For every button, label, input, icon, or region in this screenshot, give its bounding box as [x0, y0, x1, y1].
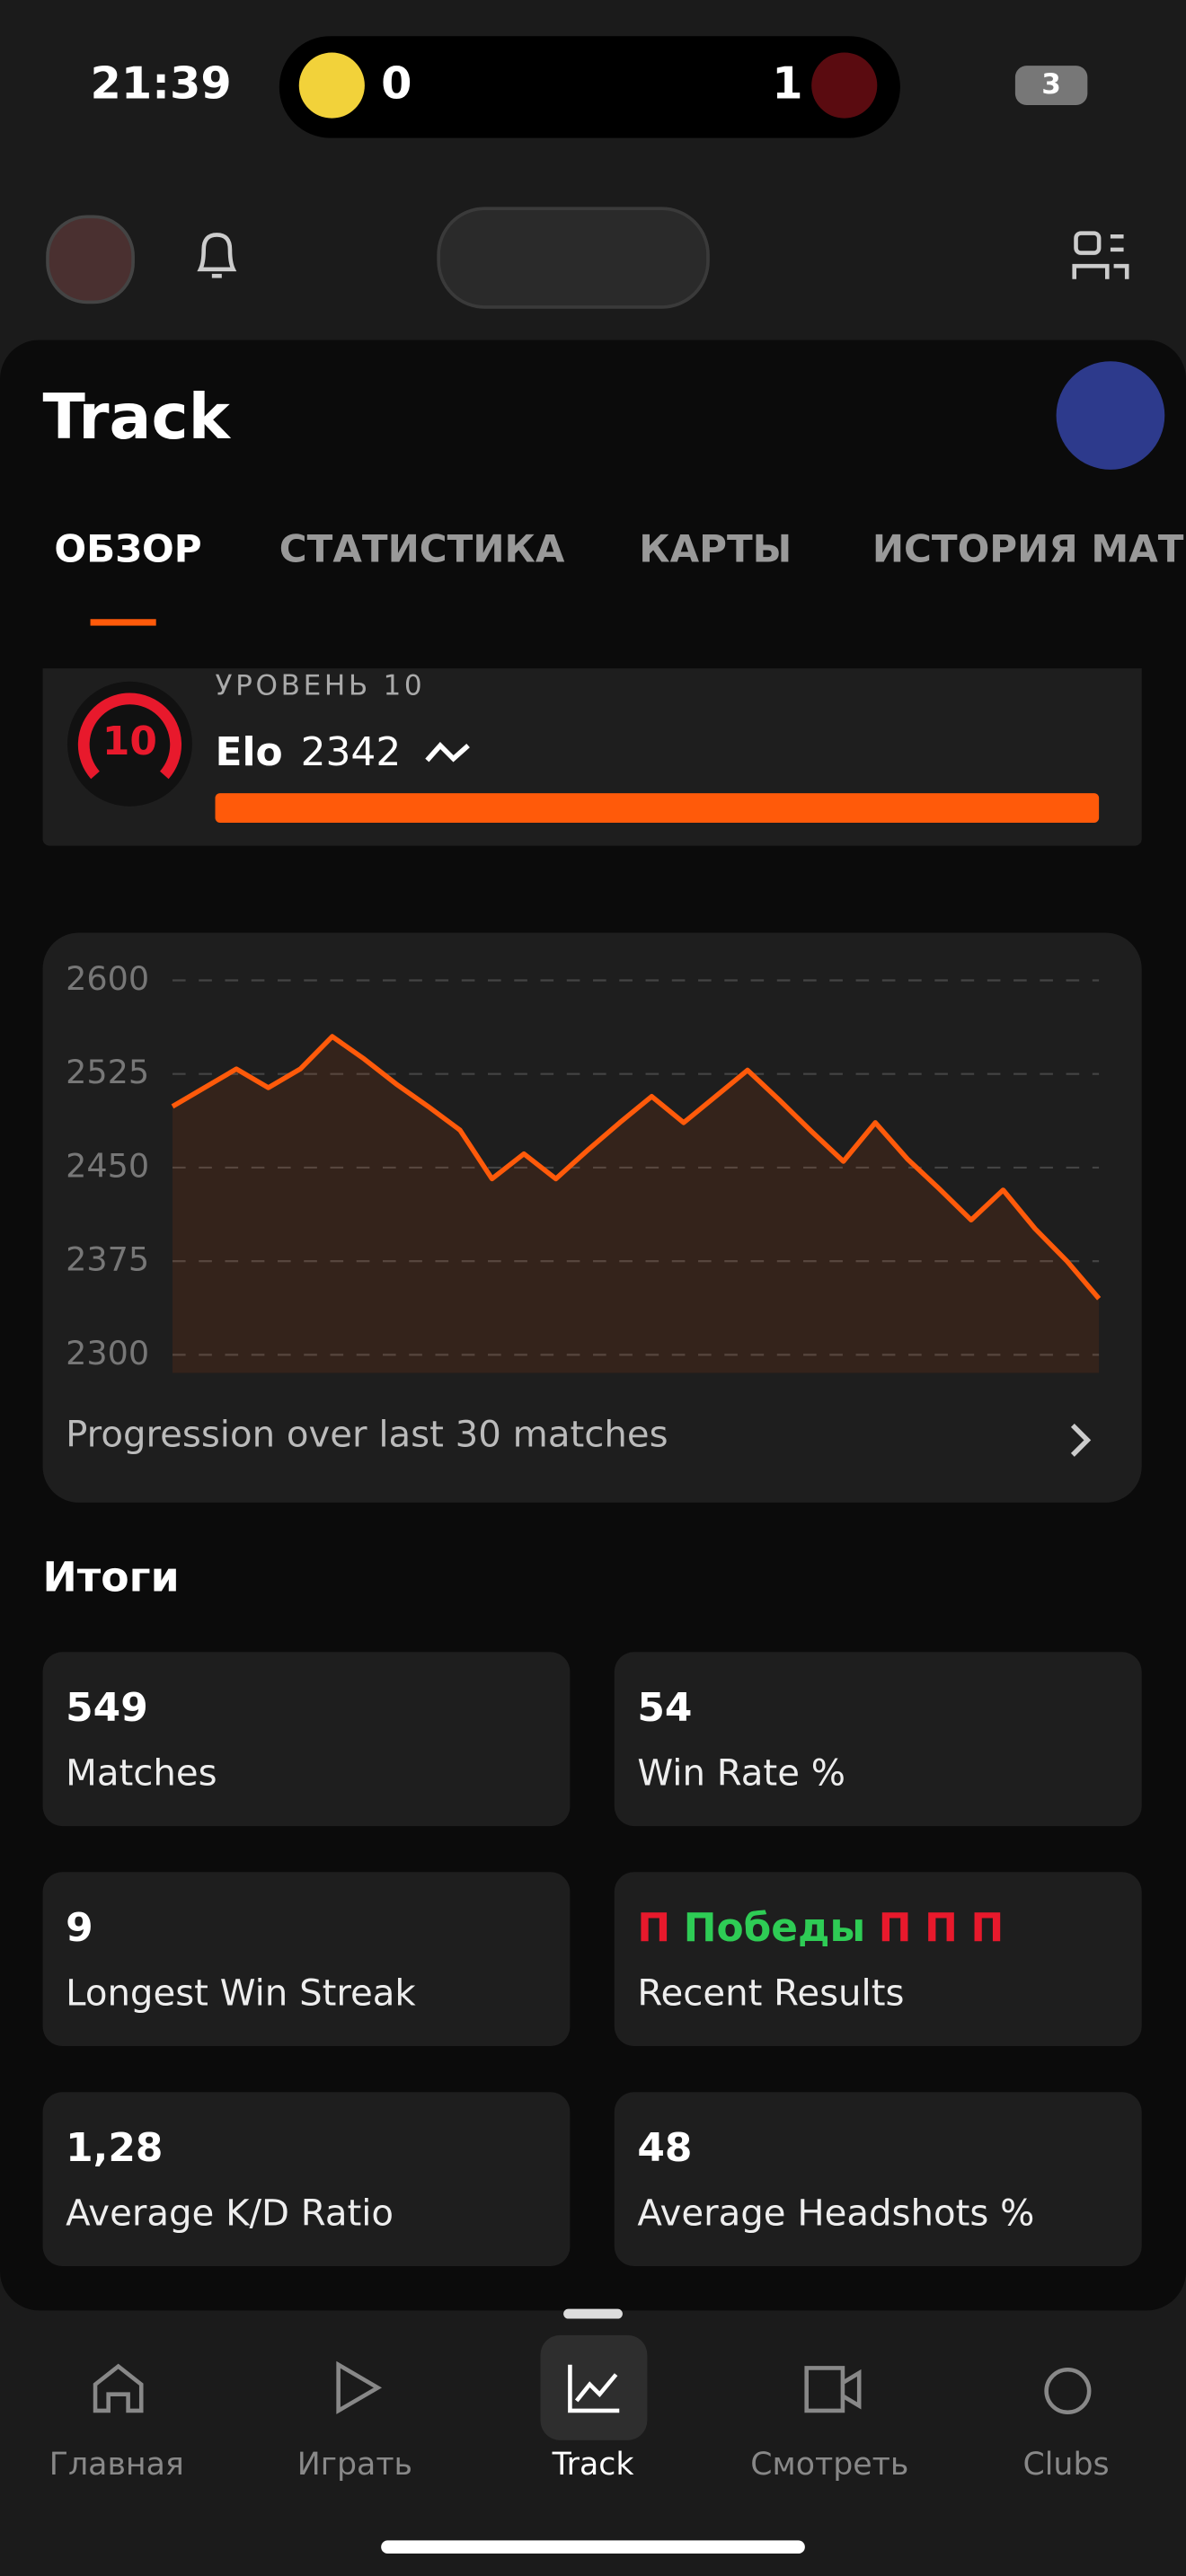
stat-card: 549 Matches — [42, 1652, 571, 1827]
tab[interactable]: ОБЗОР — [54, 528, 202, 572]
level-label: УРОВЕНЬ 10 — [215, 669, 426, 703]
stat-card: П Победы П П П Recent Results — [614, 1872, 1142, 2047]
y-tick-label: 2450 — [66, 1146, 149, 1185]
tab[interactable]: КАРТЫ — [639, 528, 792, 572]
nav-item[interactable]: Смотреть — [750, 2447, 909, 2483]
page-title: Track — [42, 381, 230, 454]
home-logo — [298, 52, 365, 119]
result: П — [970, 1904, 1005, 1952]
stat-label: Recent Results — [637, 1973, 905, 2016]
stat-value: 48 — [637, 2124, 693, 2172]
tab[interactable]: ИСТОРИЯ МАТЧ — [872, 528, 1186, 572]
away-logo — [811, 52, 878, 119]
nav-item[interactable]: Track — [552, 2447, 634, 2483]
home-indicator — [381, 2540, 805, 2554]
battery: 3 — [1014, 66, 1088, 106]
friends-icon[interactable] — [1071, 226, 1130, 286]
bell-icon[interactable] — [190, 226, 243, 286]
recent-results: П Победы П П П — [637, 1905, 1016, 1951]
stat-card: 54 Win Rate % — [614, 1652, 1142, 1827]
score-island — [279, 36, 900, 138]
y-tick-label: 2525 — [66, 1053, 149, 1091]
handle — [563, 2308, 623, 2319]
stat-value: 9 — [66, 1904, 93, 1952]
stat-card: 48 Average Headshots % — [614, 2092, 1142, 2267]
nav-item[interactable]: Главная — [49, 2447, 184, 2483]
stat-card: 1,28 Average K/D Ratio — [42, 2092, 571, 2267]
section-title: Итоги — [42, 1553, 180, 1601]
level-number: 10 — [102, 719, 157, 764]
result: П — [878, 1904, 912, 1952]
stat-value: 54 — [637, 1684, 693, 1732]
stat-label: Matches — [66, 1753, 217, 1795]
result: П — [925, 1904, 958, 1952]
chart-caption[interactable]: Progression over last 30 matches — [66, 1415, 668, 1457]
y-tick-label: 2600 — [66, 959, 149, 998]
elo-trend-icon — [425, 742, 470, 763]
chart-card — [42, 932, 1142, 1503]
stat-label: Longest Win Streak — [66, 1973, 416, 2016]
tab-indicator — [90, 619, 156, 626]
party-slots[interactable] — [437, 207, 710, 309]
home-score: 0 — [381, 58, 412, 110]
tab-bar: ОБЗОР СТАТИСТИКА КАРТЫ ИСТОРИЯ МАТЧ — [0, 492, 1186, 591]
stat-value: 549 — [66, 1684, 148, 1732]
stat-label: Average Headshots % — [637, 2193, 1035, 2236]
nav-item[interactable]: Играть — [296, 2447, 413, 2483]
chevron[interactable] — [1065, 1419, 1098, 1462]
nav-icons — [93, 2360, 1092, 2415]
stat-value: 1,28 — [66, 2124, 164, 2172]
elo-line — [171, 1034, 1102, 1301]
elo-chart: 2300 2375 2450 2525 2600 — [66, 959, 1102, 1373]
avatar[interactable] — [46, 215, 135, 304]
y-tick-label: 2375 — [66, 1240, 149, 1279]
elo-label: Elo — [215, 728, 283, 775]
nav-item[interactable]: Clubs — [1022, 2447, 1110, 2483]
area-fill — [172, 1037, 1100, 1373]
y-tick-label: 2300 — [66, 1334, 149, 1372]
game-logo[interactable] — [1056, 361, 1165, 470]
stat-label: Average K/D Ratio — [66, 2193, 394, 2236]
level-progress — [215, 793, 1100, 823]
away-score: 1 — [772, 58, 803, 110]
clock: 21:39 — [90, 58, 232, 110]
stat-card: 9 Longest Win Streak — [42, 1872, 571, 2047]
tab[interactable]: СТАТИСТИКА — [279, 528, 565, 572]
level-badge: 10 — [66, 681, 192, 807]
result: Победы — [683, 1904, 866, 1952]
stat-label: Win Rate % — [637, 1753, 845, 1795]
result: П — [637, 1904, 671, 1952]
elo-value: 2342 — [300, 728, 402, 775]
